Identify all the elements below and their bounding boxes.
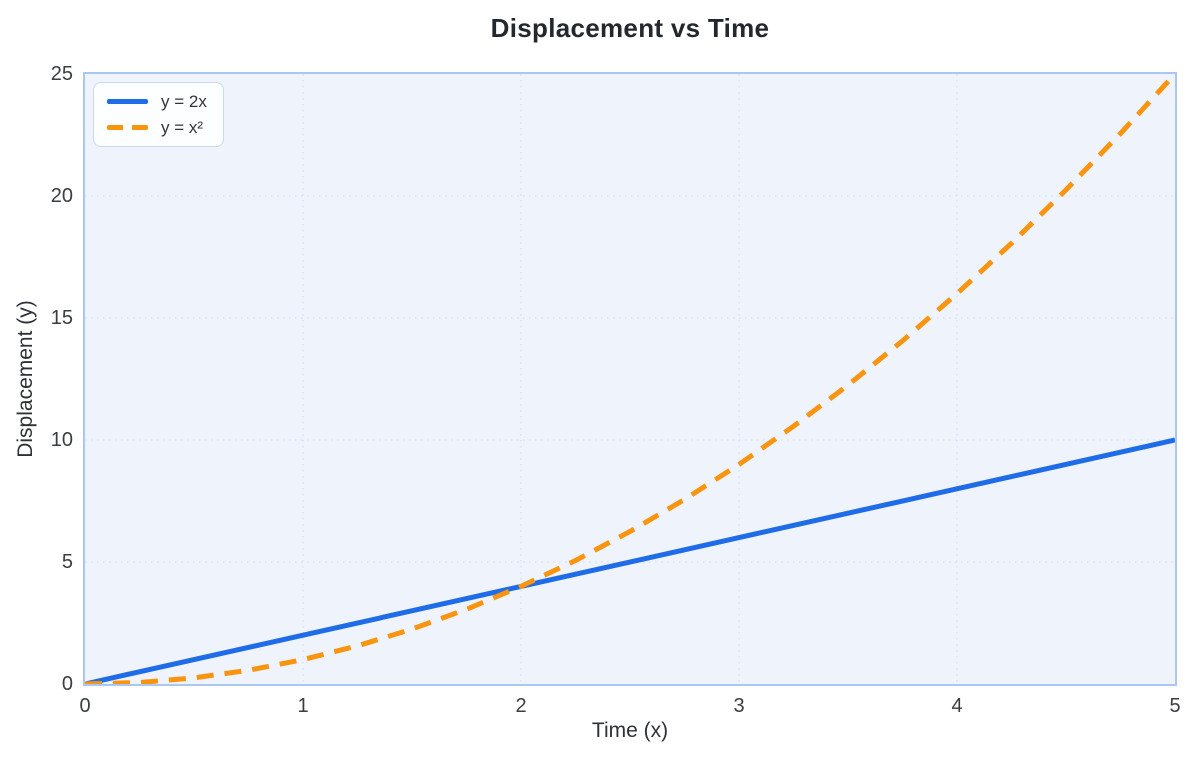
x-tick-label: 4 xyxy=(951,695,963,717)
legend-label: y = 2x xyxy=(161,92,207,111)
x-tick-label: 2 xyxy=(515,695,527,717)
legend-label: y = x² xyxy=(161,118,204,137)
y-tick-label: 15 xyxy=(50,307,73,329)
legend-item: y = 2x xyxy=(107,93,207,110)
plot-area: y = 2x y = x² xyxy=(83,72,1177,686)
y-axis-label: Displacement (y) xyxy=(14,300,37,458)
y-tick-label: 0 xyxy=(61,673,73,695)
series-line-dashed xyxy=(85,74,1175,684)
legend-dashed-line-icon xyxy=(107,125,148,130)
y-tick-label: 10 xyxy=(50,429,73,451)
x-tick-label: 5 xyxy=(1169,695,1181,717)
legend-item: y = x² xyxy=(107,119,207,136)
legend-solid-line-icon xyxy=(107,99,148,104)
x-tick-label: 3 xyxy=(733,695,745,717)
x-tick-label: 0 xyxy=(79,695,91,717)
chart-canvas xyxy=(85,74,1175,684)
x-axis-label: Time (x) xyxy=(591,719,669,742)
x-tick-label: 1 xyxy=(297,695,309,717)
y-tick-label: 5 xyxy=(61,551,73,573)
y-tick-label: 20 xyxy=(50,185,73,207)
y-tick-label: 25 xyxy=(50,63,73,85)
chart-title: Displacement vs Time xyxy=(490,13,770,43)
series-line-solid xyxy=(85,437,1175,684)
legend: y = 2x y = x² xyxy=(93,82,224,147)
